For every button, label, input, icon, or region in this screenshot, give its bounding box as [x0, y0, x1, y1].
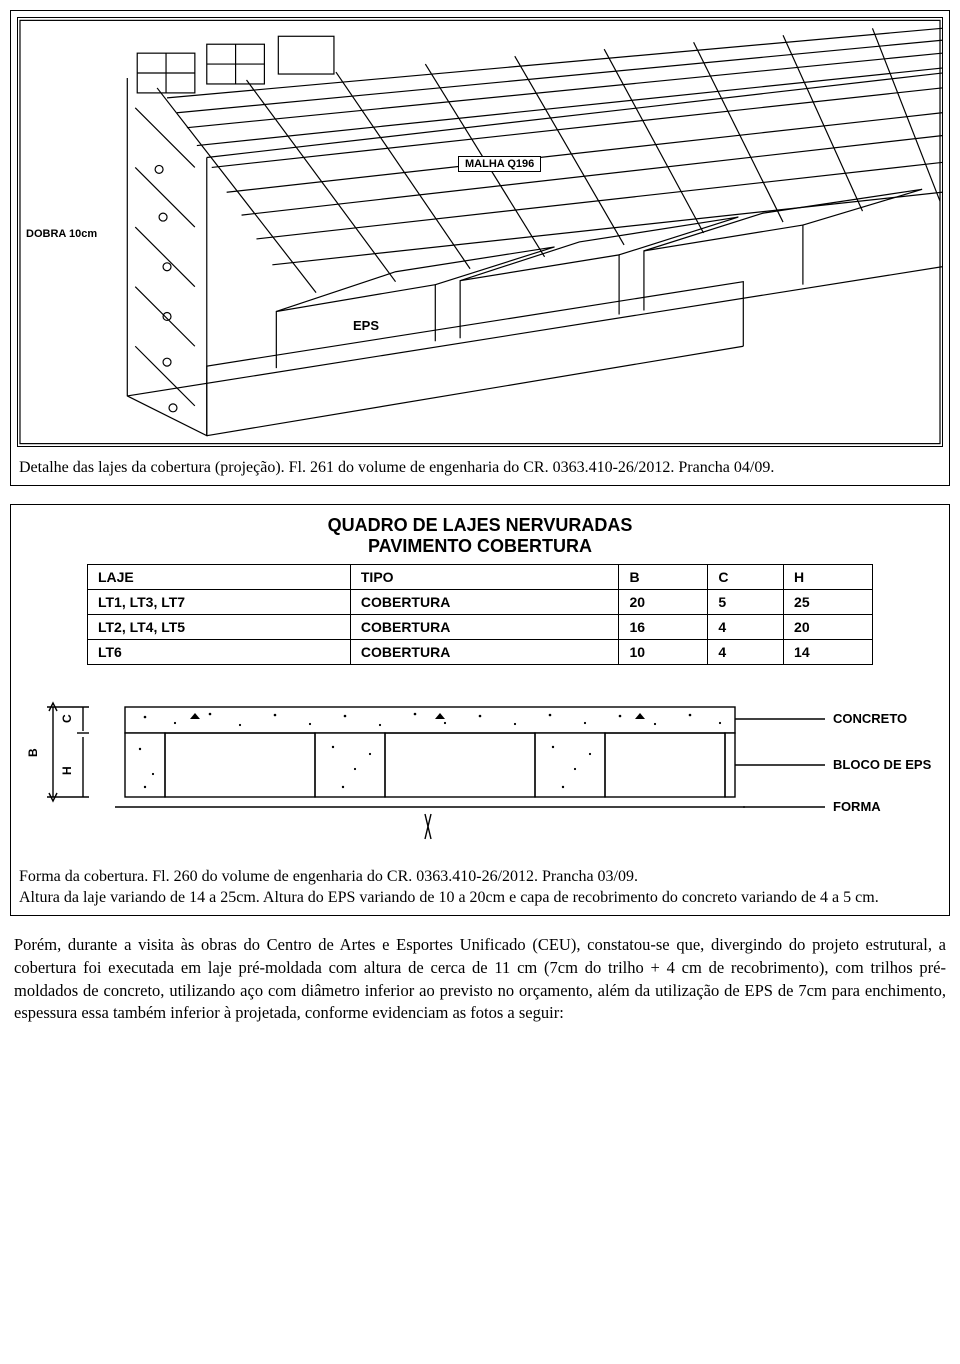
cell: 25: [784, 589, 873, 614]
cell: 4: [708, 639, 784, 664]
table-header-row: LAJE TIPO B C H: [87, 564, 872, 589]
cell: 16: [619, 614, 708, 639]
dim-h-label: H: [60, 766, 74, 775]
col-b: B: [619, 564, 708, 589]
figure-1-caption: Detalhe das lajes da cobertura (projeção…: [11, 453, 949, 485]
label-forma: FORMA: [833, 799, 881, 814]
figure-2-box: QUADRO DE LAJES NERVURADAS PAVIMENTO COB…: [10, 504, 950, 916]
cell: 20: [619, 589, 708, 614]
caption2-line1: Forma da cobertura. Fl. 260 do volume de…: [19, 868, 638, 885]
cell: 10: [619, 639, 708, 664]
cell: 5: [708, 589, 784, 614]
title-line-2: PAVIMENTO COBERTURA: [368, 536, 592, 556]
col-laje: LAJE: [87, 564, 350, 589]
label-dobra: DOBRA 10cm: [26, 228, 97, 240]
figure-2-caption: Forma da cobertura. Fl. 260 do volume de…: [11, 862, 949, 915]
caption2-line2: Altura da laje variando de 14 a 25cm. Al…: [19, 889, 879, 906]
body-paragraph: Porém, durante a visita às obras do Cent…: [10, 934, 950, 1025]
table-row: LT2, LT4, LT5 COBERTURA 16 4 20: [87, 614, 872, 639]
figure-2-inner: QUADRO DE LAJES NERVURADAS PAVIMENTO COB…: [11, 505, 949, 862]
lajes-table: LAJE TIPO B C H LT1, LT3, LT7 COBERTURA …: [87, 564, 873, 665]
cell: LT6: [87, 639, 350, 664]
slab-isometric-svg: [18, 18, 942, 446]
col-tipo: TIPO: [350, 564, 619, 589]
label-bloco: BLOCO DE EPS: [833, 757, 932, 772]
col-c: C: [708, 564, 784, 589]
figure-1-canvas: DOBRA 10cm MALHA Q196 EPS: [17, 17, 943, 447]
cell: LT2, LT4, LT5: [87, 614, 350, 639]
cell: COBERTURA: [350, 614, 619, 639]
figure-1-box: DOBRA 10cm MALHA Q196 EPS Detalhe das la…: [10, 10, 950, 486]
label-eps: EPS: [353, 318, 379, 333]
cell: COBERTURA: [350, 639, 619, 664]
cell: 4: [708, 614, 784, 639]
cell: 20: [784, 614, 873, 639]
figure-2-title: QUADRO DE LAJES NERVURADAS PAVIMENTO COB…: [23, 515, 937, 558]
label-concreto: CONCRETO: [833, 711, 907, 726]
section-svg: B C H CONCRETO BLOCO DE EPS FORMA: [23, 679, 937, 849]
cell: LT1, LT3, LT7: [87, 589, 350, 614]
cell: 14: [784, 639, 873, 664]
dim-c-label: C: [60, 714, 74, 723]
title-line-1: QUADRO DE LAJES NERVURADAS: [328, 515, 633, 535]
col-h: H: [784, 564, 873, 589]
cell: COBERTURA: [350, 589, 619, 614]
label-malha: MALHA Q196: [458, 156, 541, 172]
table-row: LT1, LT3, LT7 COBERTURA 20 5 25: [87, 589, 872, 614]
dim-b-label: B: [26, 748, 40, 757]
table-row: LT6 COBERTURA 10 4 14: [87, 639, 872, 664]
